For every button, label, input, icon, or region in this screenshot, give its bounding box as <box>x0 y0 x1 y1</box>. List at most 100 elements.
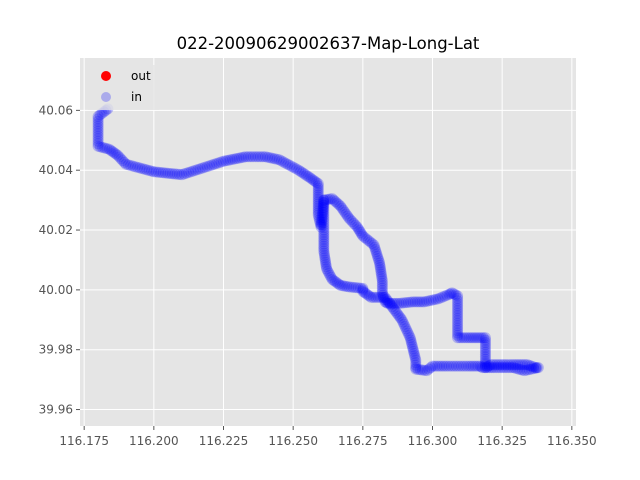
data-point-in <box>426 360 438 372</box>
data-point-in <box>319 252 331 264</box>
data-point-in <box>300 169 312 181</box>
data-point-in <box>318 199 330 211</box>
legend-marker-in <box>101 92 111 102</box>
data-point-in <box>92 110 104 122</box>
data-point-in <box>427 294 439 306</box>
data-point-in <box>92 118 104 130</box>
data-point-in <box>318 233 330 245</box>
data-point-in <box>474 360 486 372</box>
data-point-in <box>316 214 328 226</box>
data-point-in <box>488 362 500 374</box>
data-point-in <box>326 193 338 205</box>
x-tick-label: 116.250 <box>268 434 318 448</box>
data-point-in <box>414 364 426 376</box>
data-point-in <box>525 360 537 372</box>
data-point-in <box>421 365 433 377</box>
data-point-in <box>512 363 524 375</box>
grid-lines <box>80 58 576 426</box>
data-point-in <box>312 187 324 199</box>
data-point-in <box>479 360 491 372</box>
data-point-in <box>356 228 368 240</box>
data-point-in <box>132 161 144 173</box>
data-point-in <box>452 295 464 307</box>
data-point-in <box>97 141 109 153</box>
data-point-in <box>318 197 330 209</box>
data-point-in <box>452 300 464 312</box>
data-point-in <box>463 332 475 344</box>
data-point-in <box>215 156 227 168</box>
data-point-in <box>362 235 374 246</box>
data-point-in <box>507 359 519 371</box>
data-point-in <box>374 261 386 273</box>
data-point-in <box>412 363 424 375</box>
data-point-in <box>490 362 502 374</box>
data-point-in <box>92 135 104 147</box>
data-point-in <box>316 211 328 223</box>
data-point-in <box>211 157 223 169</box>
data-point-in <box>164 167 176 179</box>
data-point-in <box>318 197 330 209</box>
data-point-in <box>467 332 479 344</box>
data-point-in <box>512 359 524 371</box>
data-point-in <box>318 194 330 206</box>
data-point-in <box>477 362 489 374</box>
data-point-in <box>437 291 449 303</box>
data-point-in <box>362 289 374 301</box>
data-point-in <box>452 320 464 332</box>
data-point-in <box>375 266 387 278</box>
data-point-in <box>452 307 464 319</box>
data-point-in <box>317 204 329 216</box>
data-point-in <box>293 164 305 176</box>
data-point-in <box>257 151 269 163</box>
data-point-in <box>384 297 396 309</box>
data-point-in <box>525 363 537 375</box>
data-point-in <box>369 243 381 255</box>
data-point-in <box>454 332 466 344</box>
data-point-in <box>431 360 443 372</box>
data-point-in <box>339 206 351 218</box>
data-point-in <box>337 280 349 292</box>
data-point-in <box>376 282 388 294</box>
data-point-in <box>286 161 298 173</box>
data-point-in <box>320 256 332 268</box>
data-point-in <box>400 297 412 309</box>
data-point-in <box>452 292 464 304</box>
data-point-in <box>434 292 446 304</box>
data-point-in <box>233 152 245 164</box>
y-tick-label: 40.06 <box>39 103 73 117</box>
data-point-in <box>521 359 533 371</box>
data-point-in <box>377 289 389 301</box>
data-point-in <box>352 223 364 235</box>
data-point-in <box>115 153 127 165</box>
y-tick-label: 40.02 <box>39 223 73 237</box>
data-point-in <box>240 151 252 163</box>
data-point-in <box>312 178 324 190</box>
data-point-in <box>325 271 337 283</box>
data-point-in <box>269 153 281 165</box>
data-point-in <box>262 151 274 163</box>
data-point-in <box>357 230 369 242</box>
data-point-in <box>307 174 319 186</box>
data-point-in <box>336 202 348 214</box>
data-point-in <box>315 219 327 231</box>
data-point-in <box>510 362 522 374</box>
data-point-in <box>469 360 481 372</box>
data-point-in <box>469 332 481 344</box>
data-point-in <box>220 155 232 167</box>
data-point-in <box>110 148 122 160</box>
data-point-in <box>445 288 457 300</box>
data-point-in <box>92 120 104 132</box>
data-point-in <box>94 109 106 121</box>
data-point-in <box>376 280 388 292</box>
data-point-in <box>521 364 533 376</box>
data-point-in <box>401 325 413 337</box>
data-point-in <box>368 239 380 251</box>
data-point-in <box>409 350 421 362</box>
data-point-in <box>379 291 391 303</box>
data-point-in <box>159 167 171 179</box>
data-point-in <box>441 289 453 301</box>
data-point-in <box>312 191 324 203</box>
data-point-in <box>393 297 405 309</box>
data-point-in <box>479 344 491 356</box>
